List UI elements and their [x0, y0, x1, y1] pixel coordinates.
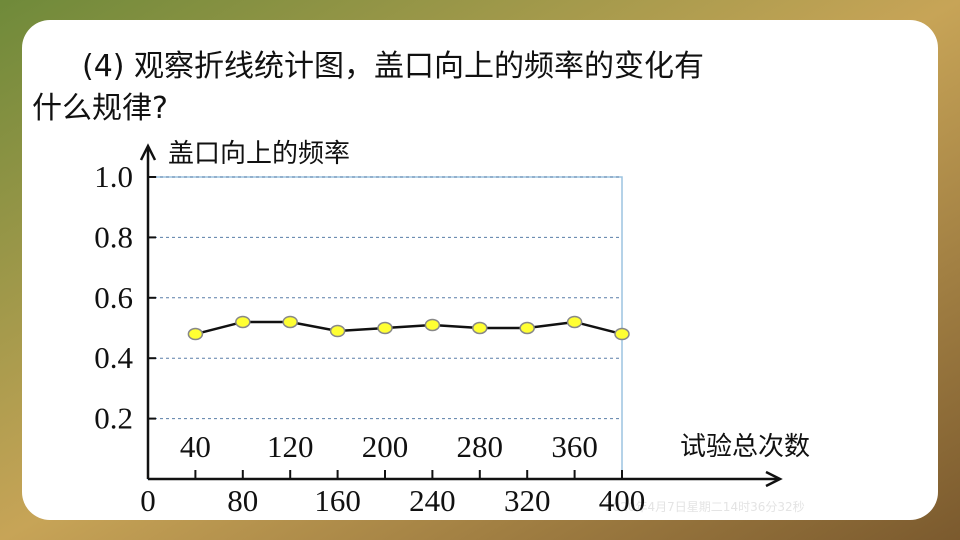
data-point	[566, 315, 583, 329]
x-tick-label: 40	[180, 429, 211, 464]
data-point	[329, 324, 346, 338]
y-tick-label: 1.0	[94, 159, 133, 194]
plot: 0.2 0.4 0.6 0.8 1.0 0 40 80 12016020024028032036…	[94, 143, 783, 518]
content-panel	[22, 20, 938, 520]
x-axis-arrow	[765, 470, 783, 488]
x-tick-label: 280	[457, 429, 504, 464]
data-point	[424, 318, 441, 332]
question-line: (4) 观察折线统计图，盖口向上的频率的变化有	[82, 49, 704, 84]
x-tick-label: 160	[314, 483, 361, 518]
data-point	[614, 327, 630, 341]
y-tick-label: 0.6	[94, 280, 133, 315]
x-tick-label: 80	[227, 483, 258, 518]
x-tick-label: 400	[599, 483, 646, 518]
x-tick-label: 120	[267, 429, 314, 464]
data-point	[377, 321, 393, 335]
data-point	[519, 321, 535, 335]
data-point	[235, 315, 251, 329]
x-tick-label: 240	[409, 483, 456, 518]
x-tick-label: 200	[362, 429, 409, 464]
data-line	[195, 320, 623, 336]
x-tick-label: 320	[504, 483, 551, 518]
x-axis-title: 试验总次数	[680, 432, 810, 462]
data-point	[187, 327, 204, 341]
question-line: 什么规律?	[32, 91, 168, 126]
y-axis-title: 盖口向上的频率	[168, 139, 350, 169]
x-tick-label: 0	[140, 483, 156, 518]
y-tick-label: 0.8	[94, 219, 133, 254]
x-tick-label: 360	[551, 429, 598, 464]
y-axis-arrow	[139, 143, 157, 161]
timestamp: 2020年4月7日星期二14时36分32秒	[605, 500, 805, 514]
y-tick-label: 0.4	[94, 340, 133, 375]
data-point	[472, 321, 488, 335]
data-point	[282, 315, 298, 329]
y-tick-label: 0.2	[94, 401, 133, 436]
